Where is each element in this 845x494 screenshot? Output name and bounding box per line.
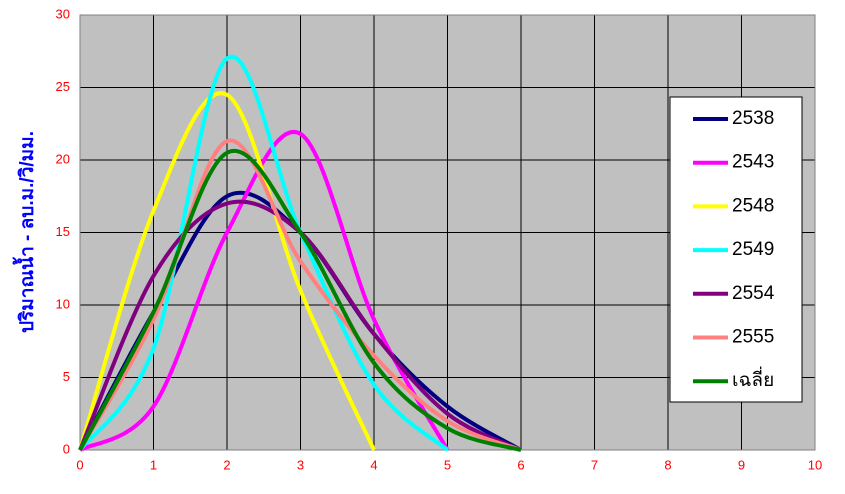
legend-label: 2554 — [732, 283, 775, 304]
x-tick-label: 0 — [76, 457, 83, 472]
y-tick-label: 5 — [63, 369, 70, 384]
x-tick-label: 9 — [738, 457, 745, 472]
series-line — [78, 129, 450, 452]
y-tick-label: 0 — [63, 441, 70, 456]
x-tick-label: 6 — [517, 457, 524, 472]
series-line — [78, 138, 522, 452]
y-axis-title: ปริมาณน้ำ - ลบ.ม./วิ/มม. — [12, 131, 38, 333]
legend-label: 2543 — [732, 152, 774, 173]
series-line — [78, 91, 376, 451]
legend: 2538 2543 2548 2549 2554 2555 เฉลี่ย — [669, 96, 803, 403]
x-tick-label: 10 — [808, 457, 822, 472]
y-tick-label: 15 — [56, 224, 70, 239]
x-tick-label: 7 — [591, 457, 598, 472]
legend-label: 2548 — [732, 195, 774, 216]
series-line — [78, 148, 522, 452]
x-tick-label: 1 — [150, 457, 157, 472]
y-tick-label: 25 — [56, 79, 70, 94]
legend-label: 2549 — [732, 239, 774, 260]
x-tick-label: 2 — [223, 457, 230, 472]
legend-label: 2555 — [732, 327, 774, 348]
y-tick-label: 30 — [56, 6, 70, 21]
y-tick-label: 20 — [56, 151, 70, 166]
legend-label: 2538 — [732, 108, 774, 129]
x-tick-label: 3 — [297, 457, 304, 472]
x-tick-label: 4 — [370, 457, 377, 472]
legend-label: เฉลี่ย — [732, 366, 774, 391]
legend-box — [669, 96, 803, 403]
x-tick-label: 5 — [444, 457, 451, 472]
y-tick-label: 10 — [56, 296, 70, 311]
x-tick-label: 8 — [664, 457, 671, 472]
series-line — [78, 54, 449, 452]
